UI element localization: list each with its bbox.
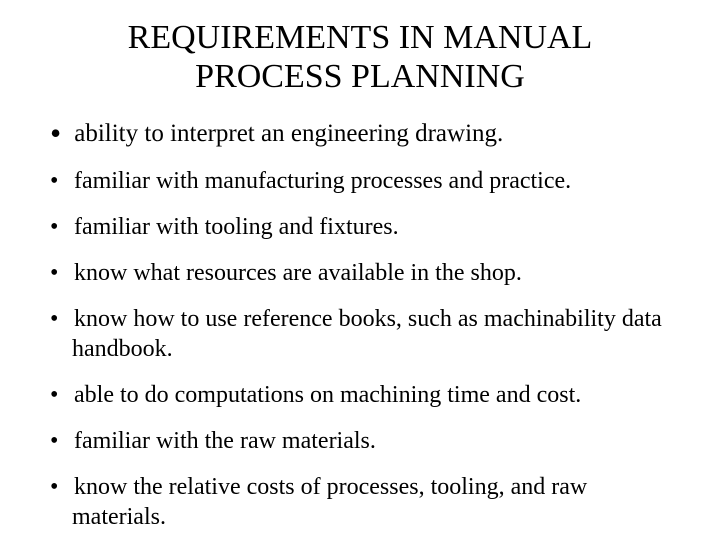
list-item: • know what resources are available in t…: [50, 258, 670, 288]
list-item-text: ability to interpret an engineering draw…: [74, 120, 503, 147]
bullet-list: • ability to interpret an engineering dr…: [50, 110, 670, 532]
list-item: • familiar with tooling and fixtures.: [50, 212, 670, 242]
list-item-text: able to do computations on machining tim…: [74, 382, 581, 408]
list-item: • able to do computations on machining t…: [50, 380, 670, 410]
list-item: • familiar with manufacturing processes …: [50, 166, 670, 196]
bullet-icon: •: [50, 304, 68, 334]
bullet-icon: •: [50, 472, 68, 502]
bullet-icon: •: [50, 426, 68, 456]
bullet-icon: •: [50, 212, 68, 242]
bullet-icon: •: [50, 258, 68, 288]
list-item-text: familiar with manufacturing processes an…: [74, 168, 571, 194]
list-item: • know how to use reference books, such …: [50, 304, 670, 364]
list-item-text: know the relative costs of processes, to…: [72, 474, 587, 530]
list-item-text: familiar with tooling and fixtures.: [74, 214, 399, 240]
list-item: • ability to interpret an engineering dr…: [50, 110, 670, 150]
slide-title: REQUIREMENTS IN MANUAL PROCESS PLANNING: [50, 18, 670, 96]
bullet-icon: •: [50, 380, 68, 410]
bullet-icon: •: [50, 166, 68, 196]
list-item-text: know what resources are available in the…: [74, 260, 522, 286]
bullet-icon: •: [50, 113, 68, 153]
list-item: • know the relative costs of processes, …: [50, 472, 670, 532]
list-item-text: know how to use reference books, such as…: [72, 306, 662, 362]
list-item: • familiar with the raw materials.: [50, 426, 670, 456]
list-item-text: familiar with the raw materials.: [74, 428, 376, 454]
